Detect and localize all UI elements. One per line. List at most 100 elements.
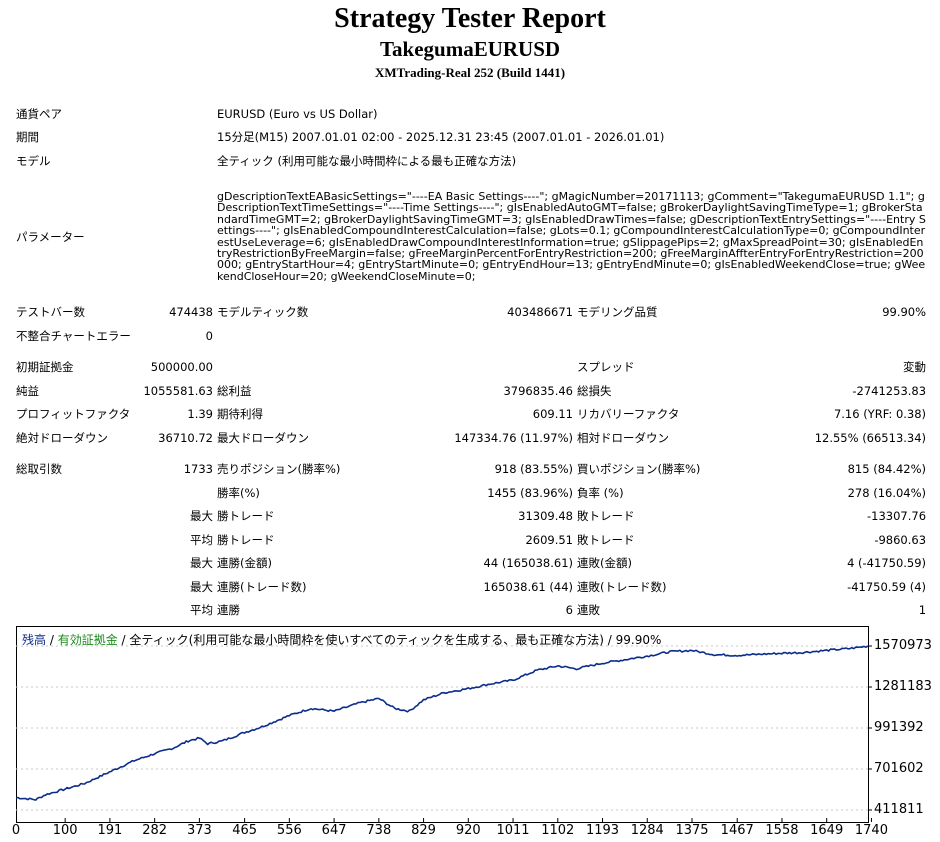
quality-label: モデリング品質 — [577, 305, 658, 320]
reldd-label: 相対ドローダウン — [577, 430, 669, 445]
winrate-label: 勝率(%) — [217, 485, 260, 500]
server-build: XMTrading-Real 252 (Build 1441) — [374, 65, 566, 80]
mismatch-label: 不整合チャートエラー — [16, 328, 131, 343]
x-tick-label: 1467 — [720, 823, 754, 838]
largest-loss-value: -13307.76 — [867, 509, 927, 524]
legend-separator: / — [46, 633, 58, 647]
row-trades: 総取引数 1733 売りポジション(勝率%) 918 (83.55%) 買いポジ… — [14, 458, 928, 482]
y-tick-label: 411811 — [874, 802, 924, 817]
report-title: Strategy Tester Report — [334, 3, 606, 34]
short-label: 売りポジション(勝率%) — [217, 462, 341, 477]
recovery-value: 7.16 (YRF: 0.38) — [833, 407, 927, 422]
report-table: 通貨ペア EURUSD (Euro vs US Dollar) 期間 15分足(… — [14, 102, 928, 622]
ticks-label: モデルティック数 — [217, 305, 309, 320]
x-tick-label: 829 — [411, 823, 436, 838]
x-tick-label: 647 — [321, 823, 347, 838]
x-tick-label: 0 — [11, 823, 21, 838]
row-netprofit: 純益 1055581.63 総利益 3796835.46 総損失 -274125… — [14, 379, 928, 403]
absdd-value: 36710.72 — [158, 430, 213, 445]
long-value: 815 (84.42%) — [847, 462, 927, 477]
average-win-label: 勝トレード — [217, 532, 275, 547]
reldd-value: 12.55% (66513.34) — [814, 430, 927, 445]
quality-value: 99.90% — [882, 305, 927, 320]
row-mismatch: 不整合チャートエラー 0 — [14, 324, 928, 348]
winrate-value: 1455 (83.96%) — [487, 485, 573, 500]
row-bars: テストバー数 474438 モデルティック数 403486671 モデリング品質… — [14, 301, 928, 325]
netprofit-value: 1055581.63 — [143, 383, 213, 398]
avg-consec-win-label: 連勝 — [217, 603, 240, 618]
row-period: 期間 15分足(M15) 2007.01.01 02:00 - 2025.12.… — [14, 126, 928, 150]
maxdd-value: 147334.76 (11.97%) — [454, 430, 573, 445]
consec-count-label: 最大 — [190, 579, 213, 594]
consec-loss-money-value: 4 (-41750.59) — [847, 556, 927, 571]
absdd-label: 絶対ドローダウン — [16, 430, 108, 445]
period-value: 15分足(M15) 2007.01.01 02:00 - 2025.12.31 … — [217, 130, 665, 145]
row-deposit: 初期証拠金 500000.00 スプレッド 変動 — [14, 356, 928, 380]
average-loss-label: 敗トレード — [577, 532, 635, 547]
avg-consec-loss-value: 1 — [918, 603, 927, 618]
legend-equity: 有効証拠金 — [57, 633, 118, 647]
x-tick-label: 1102 — [541, 823, 575, 838]
lossrate-label: 負率 (%) — [577, 485, 624, 500]
row-winrate: 勝率(%) 1455 (83.96%) 負率 (%) 278 (16.04%) — [14, 481, 928, 505]
ticks-value: 403486671 — [507, 305, 573, 320]
expected-value: 609.11 — [532, 407, 573, 422]
grossprofit-label: 総利益 — [217, 383, 252, 398]
largest-loss-label: 敗トレード — [577, 509, 635, 524]
pf-label: プロフィットファクタ — [16, 407, 131, 422]
x-tick-label: 465 — [232, 823, 258, 838]
largest-label: 最大 — [190, 509, 213, 524]
x-tick-label: 556 — [276, 823, 302, 838]
avg-consec-win-value: 6 — [565, 603, 573, 618]
legend-separator: / — [117, 633, 130, 647]
period-label: 期間 — [16, 130, 39, 145]
spread-label: スプレッド — [577, 360, 635, 375]
deposit-value: 500000.00 — [150, 360, 213, 375]
maxdd-label: 最大ドローダウン — [217, 430, 309, 445]
params-label: パラメーター — [16, 229, 85, 244]
params-value: gDescriptionTextEABasicSettings="----EA … — [217, 189, 926, 283]
y-tick-label: 1281183 — [874, 678, 932, 694]
deposit-label: 初期証拠金 — [16, 360, 74, 375]
x-tick-label: 373 — [186, 823, 212, 838]
row-average: 平均 勝トレード 2609.51 敗トレード -9860.63 — [14, 528, 928, 552]
average-label: 平均 — [190, 532, 213, 547]
trades-value: 1733 — [183, 462, 213, 477]
avg-consec-label: 平均 — [190, 603, 213, 618]
x-tick-label: 100 — [52, 823, 78, 838]
balance-line — [16, 645, 869, 801]
short-value: 918 (83.55%) — [494, 462, 573, 477]
x-tick-label: 738 — [366, 823, 392, 838]
average-loss-value: -9860.63 — [874, 532, 927, 547]
consec-loss-count-label: 連敗(トレード数) — [577, 579, 667, 594]
row-model: モデル 全ティック (利用可能な最小時間枠による最も正確な方法) — [14, 149, 928, 173]
avg-consec-loss-label: 連敗 — [577, 603, 600, 618]
bars-label: テストバー数 — [16, 305, 85, 320]
consec-money-label: 最大 — [190, 556, 213, 571]
x-tick-label: 1193 — [585, 823, 620, 838]
grossprofit-value: 3796835.46 — [503, 383, 573, 398]
symbol-value: EURUSD (Euro vs US Dollar) — [217, 106, 378, 121]
row-pf: プロフィットファクタ 1.39 期待利得 609.11 リカバリーファクタ 7.… — [14, 403, 928, 427]
row-consec-count: 最大 連勝(トレード数) 165038.61 (44) 連敗(トレード数) -4… — [14, 575, 928, 599]
symbol-label: 通貨ペア — [16, 106, 62, 121]
legend-balance: 残高 — [22, 633, 47, 647]
pf-value: 1.39 — [187, 407, 213, 422]
consec-win-money-label: 連勝(金額) — [217, 556, 272, 571]
row-symbol: 通貨ペア EURUSD (Euro vs US Dollar) — [14, 102, 928, 126]
model-label: モデル — [16, 153, 51, 168]
y-tick-label: 991392 — [874, 720, 924, 735]
consec-loss-money-label: 連敗(金額) — [577, 556, 632, 571]
consec-loss-count-value: -41750.59 (4) — [847, 579, 927, 594]
x-tick-label: 1375 — [675, 823, 709, 838]
balance-chart: 残高 / 有効証拠金 / 全ティック(利用可能な最小時間枠を使いすべてのティック… — [12, 626, 940, 842]
expert-name: TakegumaEURUSD — [379, 37, 561, 61]
average-win-value: 2609.51 — [525, 532, 573, 547]
mismatch-value: 0 — [205, 328, 213, 343]
x-tick-label: 282 — [142, 823, 168, 838]
chart-legend: 残高 / 有効証拠金 / 全ティック(利用可能な最小時間枠を使いすべてのティック… — [22, 631, 661, 648]
grossloss-value: -2741253.83 — [852, 383, 927, 398]
recovery-label: リカバリーファクタ — [577, 407, 680, 422]
long-label: 買いポジション(勝率%) — [577, 462, 701, 477]
consec-win-money-value: 44 (165038.61) — [483, 556, 573, 571]
